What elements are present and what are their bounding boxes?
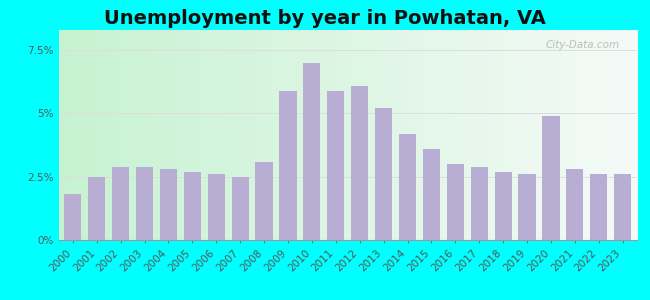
Bar bbox=[471, 167, 488, 240]
Bar bbox=[495, 172, 512, 240]
Bar bbox=[255, 162, 273, 240]
Bar bbox=[231, 177, 249, 240]
Bar bbox=[447, 164, 464, 240]
Text: City-Data.com: City-Data.com bbox=[545, 40, 619, 50]
Bar bbox=[327, 91, 344, 240]
Bar bbox=[112, 167, 129, 240]
Bar bbox=[304, 63, 320, 240]
Bar bbox=[184, 172, 201, 240]
Bar bbox=[88, 177, 105, 240]
Bar bbox=[519, 174, 536, 240]
Bar bbox=[542, 116, 560, 240]
Bar bbox=[375, 108, 392, 240]
Bar bbox=[136, 167, 153, 240]
Bar bbox=[566, 169, 584, 240]
Bar bbox=[207, 174, 225, 240]
Bar bbox=[614, 174, 631, 240]
Bar bbox=[160, 169, 177, 240]
Bar bbox=[422, 149, 440, 240]
Bar bbox=[399, 134, 416, 240]
Bar bbox=[351, 86, 369, 240]
Bar bbox=[64, 194, 81, 240]
Text: Unemployment by year in Powhatan, VA: Unemployment by year in Powhatan, VA bbox=[104, 9, 546, 28]
Bar bbox=[590, 174, 607, 240]
Bar bbox=[280, 91, 296, 240]
